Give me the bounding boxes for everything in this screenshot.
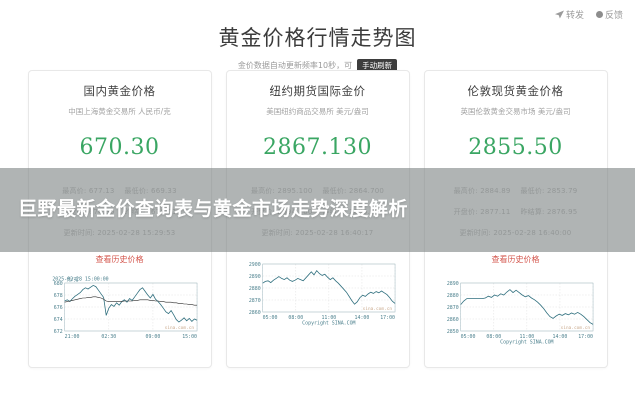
svg-text:15:00: 15:00 xyxy=(182,334,197,340)
manual-refresh-button[interactable]: 手动刷新 xyxy=(357,59,398,72)
card-title: 纽约期货国际金价 xyxy=(269,84,366,98)
svg-text:02:30: 02:30 xyxy=(101,334,116,340)
price-chart-london[interactable]: 2850 2860 2870 2880 2890 05:00 08:00 11:00 14:00… xyxy=(435,273,597,345)
svg-text:2860: 2860 xyxy=(446,317,458,323)
svg-text:674: 674 xyxy=(53,317,62,323)
svg-text:sina.com.cn: sina.com.cn xyxy=(362,306,392,312)
header-subtitle: 金价数据自动更新频率10秒，可 xyxy=(237,61,353,70)
svg-text:05:00: 05:00 xyxy=(262,315,277,321)
svg-text:sina.com.cn: sina.com.cn xyxy=(560,325,590,331)
card-subtitle: 美国纽约商品交易所 美元/盎司 xyxy=(266,107,369,116)
feedback-action[interactable]: 反馈 xyxy=(595,8,623,21)
top-actions: 转发 反馈 xyxy=(554,8,623,21)
share-label: 转发 xyxy=(565,11,584,21)
svg-text:2880: 2880 xyxy=(248,286,260,292)
svg-text:11:00: 11:00 xyxy=(519,334,534,340)
card-subtitle: 中国上海黄金交易所 人民币/克 xyxy=(68,107,171,116)
svg-text:08:00: 08:00 xyxy=(288,315,303,321)
svg-text:2890: 2890 xyxy=(248,274,260,280)
svg-text:2025-02-28 15:00:00: 2025-02-28 15:00:00 xyxy=(52,276,108,282)
card-title: 国内黄金价格 xyxy=(83,84,156,98)
article-title: 巨野最新金价查询表与黄金市场走势深度解析 xyxy=(18,198,409,221)
history-chart-link[interactable]: 查看历史价格 xyxy=(95,255,144,264)
svg-text:2870: 2870 xyxy=(446,305,458,311)
svg-text:680: 680 xyxy=(53,281,62,287)
svg-text:08:00: 08:00 xyxy=(486,334,501,340)
card-price: 2855.50 xyxy=(468,135,563,160)
page-title: 黄金价格行情走势图 xyxy=(218,26,417,50)
svg-text:sina.com.cn: sina.com.cn xyxy=(164,325,194,331)
svg-text:2860: 2860 xyxy=(248,310,260,316)
svg-text:678: 678 xyxy=(53,293,62,299)
svg-text:17:00: 17:00 xyxy=(380,315,395,321)
svg-text:672: 672 xyxy=(53,329,62,335)
svg-text:09:00: 09:00 xyxy=(145,334,160,340)
svg-text:14:00: 14:00 xyxy=(552,334,567,340)
share-action[interactable]: 转发 xyxy=(554,8,584,21)
svg-text:2900: 2900 xyxy=(248,262,260,268)
card-price: 670.30 xyxy=(79,135,160,160)
svg-text:元/克: 元/克 xyxy=(66,277,78,283)
svg-text:11:00: 11:00 xyxy=(321,315,336,321)
paper-plane-icon xyxy=(554,10,564,19)
svg-text:Copyright SINA.COM: Copyright SINA.COM xyxy=(500,339,553,345)
svg-text:05:00: 05:00 xyxy=(460,334,475,340)
history-chart-link[interactable]: 查看历史价格 xyxy=(491,255,540,264)
price-chart-domestic[interactable]: 672 674 676 678 680 21:00 02:30 09:00 15:00 2025-… xyxy=(39,273,201,345)
svg-text:Copyright SINA.COM: Copyright SINA.COM xyxy=(302,320,355,326)
card-subtitle: 英国伦敦黄金交易市场 美元/盎司 xyxy=(460,107,571,116)
price-chart-nymex[interactable]: 2860 2870 2880 2890 2900 05:00 08:00 11:00 14:00… xyxy=(237,254,399,326)
svg-text:21:00: 21:00 xyxy=(64,334,79,340)
card-price: 2867.130 xyxy=(263,135,372,160)
header-subtitle-row: 金价数据自动更新频率10秒，可 手动刷新 xyxy=(0,59,635,72)
feedback-label: 反馈 xyxy=(604,11,623,21)
svg-text:2880: 2880 xyxy=(446,293,458,299)
svg-text:2850: 2850 xyxy=(446,329,458,335)
svg-text:2890: 2890 xyxy=(446,281,458,287)
svg-text:14:00: 14:00 xyxy=(354,315,369,321)
card-title: 伦敦现货黄金价格 xyxy=(467,84,564,98)
circle-dot-icon xyxy=(595,11,603,18)
page-header: 黄金价格行情走势图 金价数据自动更新频率10秒，可 手动刷新 xyxy=(0,0,635,72)
svg-text:676: 676 xyxy=(53,305,62,311)
svg-text:2870: 2870 xyxy=(248,298,260,304)
article-title-overlay: 巨野最新金价查询表与黄金市场走势深度解析 xyxy=(0,168,635,252)
svg-text:17:00: 17:00 xyxy=(578,334,593,340)
